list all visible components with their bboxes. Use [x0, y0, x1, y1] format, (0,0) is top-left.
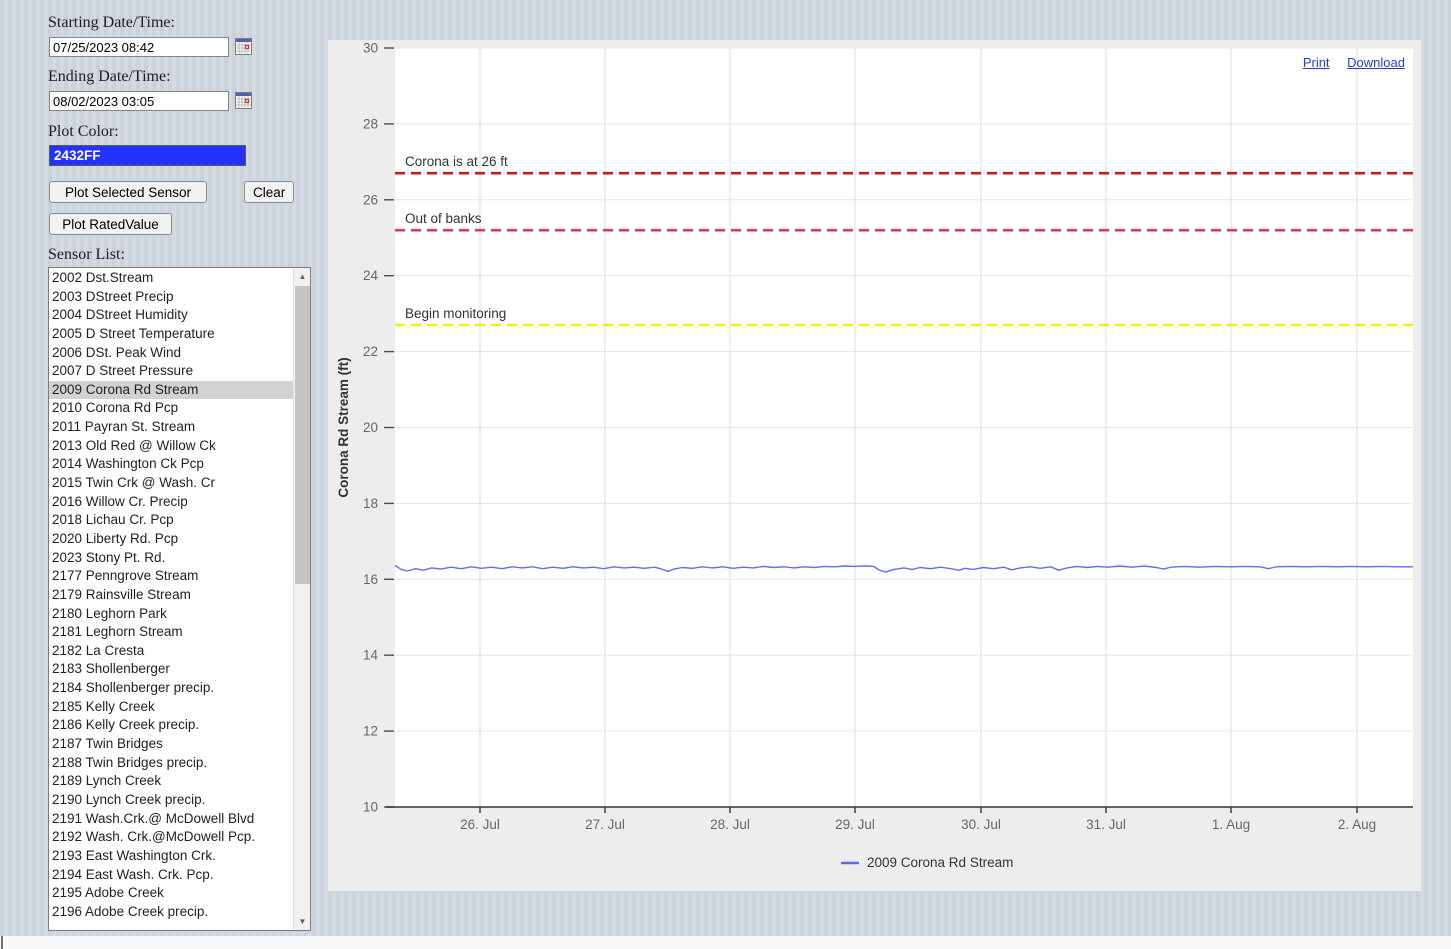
sensor-list-label: Sensor List:: [48, 246, 125, 263]
svg-text:12: 12: [363, 724, 378, 739]
svg-text:18: 18: [363, 496, 378, 511]
scroll-down-icon[interactable]: ▼: [294, 913, 310, 930]
chart-container: 10 12 14 16 18 20 22 24 26 28 30 Corona is at 26 ft…: [328, 40, 1421, 891]
svg-text:31. Jul: 31. Jul: [1086, 817, 1126, 832]
svg-text:28: 28: [363, 116, 378, 131]
threshold-line-0: Corona is at 26 ft: [395, 154, 1413, 175]
starting-datetime-input[interactable]: [49, 37, 229, 57]
ending-calendar-button[interactable]: [235, 92, 252, 109]
list-item[interactable]: 2018 Lichau Cr. Pcp: [52, 512, 174, 528]
series-line[interactable]: [394, 564, 1413, 573]
list-item[interactable]: 2011 Payran St. Stream: [52, 419, 196, 435]
list-item[interactable]: 2181 Leghorn Stream: [52, 624, 183, 640]
svg-text:30: 30: [363, 41, 378, 56]
ending-datetime-label: Ending Date/Time:: [48, 68, 171, 85]
plot-color-input[interactable]: [49, 145, 246, 166]
threshold-line-2: Begin monitoring: [395, 306, 1413, 327]
list-item[interactable]: 2196 Adobe Creek precip.: [52, 903, 209, 919]
svg-text:22: 22: [363, 344, 378, 359]
y-axis-ticks-labels: 10 12 14 16 18 20 22 24 26 28 30: [363, 41, 394, 815]
bottom-strip: [0, 936, 1451, 949]
list-item[interactable]: 2020 Liberty Rd. Pcp: [52, 530, 179, 546]
list-item[interactable]: 2195 Adobe Creek: [52, 885, 164, 901]
list-item[interactable]: 2187 Twin Bridges: [52, 736, 163, 752]
svg-text:29. Jul: 29. Jul: [835, 817, 875, 832]
svg-text:30. Jul: 30. Jul: [961, 817, 1001, 832]
print-link[interactable]: Print: [1302, 55, 1330, 70]
list-item[interactable]: 2005 D Street Temperature: [52, 325, 215, 341]
plot-selected-sensor-button[interactable]: Plot Selected Sensor: [49, 181, 207, 203]
list-item[interactable]: 2003 DStreet Precip: [52, 288, 174, 304]
list-item[interactable]: 2002 Dst.Stream: [52, 270, 154, 285]
svg-text:2009 Corona Rd Stream: 2009 Corona Rd Stream: [867, 855, 1013, 870]
svg-text:Corona is at 26 ft: Corona is at 26 ft: [405, 154, 508, 169]
svg-text:26: 26: [363, 192, 378, 207]
list-item[interactable]: 2023 Stony Pt. Rd.: [52, 549, 166, 565]
download-link[interactable]: Download: [1347, 55, 1405, 70]
calendar-icon: [236, 39, 251, 54]
list-item[interactable]: 2180 Leghorn Park: [52, 605, 167, 621]
list-item[interactable]: 2186 Kelly Creek precip.: [52, 717, 200, 733]
sensor-listbox[interactable]: 2002 Dst.Stream 2003 DStreet Precip 2004 D…: [48, 267, 311, 931]
list-item[interactable]: 2006 DSt. Peak Wind: [52, 344, 182, 360]
list-item[interactable]: 2177 Penngrove Stream: [52, 568, 199, 584]
scroll-up-icon[interactable]: ▲: [294, 268, 310, 285]
list-item[interactable]: 2190 Lynch Creek precip.: [52, 791, 206, 807]
calendar-icon: [236, 93, 251, 108]
starting-datetime-label: Starting Date/Time:: [48, 14, 175, 31]
list-item[interactable]: 2013 Old Red @ Willow Ck: [52, 437, 216, 453]
svg-text:24: 24: [363, 268, 379, 283]
list-item[interactable]: 2009 Corona Rd Stream: [49, 380, 293, 400]
svg-text:27. Jul: 27. Jul: [585, 817, 625, 832]
list-item[interactable]: 2192 Wash. Crk.@McDowell Pcp.: [52, 829, 256, 845]
svg-text:2. Aug: 2. Aug: [1338, 817, 1376, 832]
sensor-list-items: 2002 Dst.Stream 2003 DStreet Precip 2004 D…: [49, 269, 293, 930]
list-item[interactable]: 2188 Twin Bridges precip.: [52, 754, 208, 770]
list-item[interactable]: 2014 Washington Ck Pcp: [52, 456, 204, 472]
ending-datetime-input[interactable]: [49, 91, 229, 111]
list-item[interactable]: 2004 DStreet Humidity: [52, 307, 188, 323]
list-item[interactable]: 2194 East Wash. Crk. Pcp.: [52, 866, 214, 882]
list-item[interactable]: 2010 Corona Rd Pcp: [52, 400, 179, 416]
x-axis: 26. Jul 27. Jul 28. Jul 29. Jul 30. Jul 31. J…: [386, 806, 1413, 832]
list-item[interactable]: 2191 Wash.Crk.@ McDowell Blvd: [52, 810, 255, 826]
svg-text:10: 10: [363, 800, 378, 815]
svg-text:Out of banks: Out of banks: [405, 211, 482, 226]
threshold-line-1: Out of banks: [395, 211, 1413, 232]
list-item[interactable]: 2179 Rainsville Stream: [52, 586, 191, 602]
page-edge-line: [1, 936, 3, 949]
svg-text:Begin monitoring: Begin monitoring: [405, 306, 506, 321]
chart-legend[interactable]: 2009 Corona Rd Stream: [841, 855, 1013, 870]
svg-text:20: 20: [363, 420, 378, 435]
y-axis-title: Corona Rd Stream (ft): [336, 357, 351, 497]
plot-rated-value-button[interactable]: Plot RatedValue: [49, 213, 172, 235]
svg-text:26. Jul: 26. Jul: [460, 817, 500, 832]
starting-calendar-button[interactable]: [235, 38, 252, 55]
list-item[interactable]: 2184 Shollenberger precip.: [52, 680, 215, 696]
list-item[interactable]: 2193 East Washington Crk.: [52, 847, 216, 863]
list-item[interactable]: 2015 Twin Crk @ Wash. Cr: [52, 475, 216, 491]
svg-text:16: 16: [363, 572, 378, 587]
list-item[interactable]: 2185 Kelly Creek: [52, 698, 155, 714]
y-gridlines: [395, 47, 1413, 808]
plot-color-label: Plot Color:: [48, 123, 119, 140]
svg-text:14: 14: [363, 648, 379, 663]
svg-text:1. Aug: 1. Aug: [1212, 817, 1250, 832]
list-item[interactable]: 2007 D Street Pressure: [52, 363, 194, 379]
clear-button[interactable]: Clear: [244, 181, 294, 203]
scrollbar-thumb[interactable]: [295, 286, 310, 584]
list-item[interactable]: 2189 Lynch Creek: [52, 773, 162, 789]
list-item[interactable]: 2183 Shollenberger: [52, 661, 170, 677]
svg-text:28. Jul: 28. Jul: [710, 817, 750, 832]
list-item[interactable]: 2016 Willow Cr. Precip: [52, 493, 188, 509]
sensor-list-scrollbar[interactable]: ▲ ▼: [293, 268, 310, 930]
list-item[interactable]: 2182 La Cresta: [52, 642, 145, 658]
